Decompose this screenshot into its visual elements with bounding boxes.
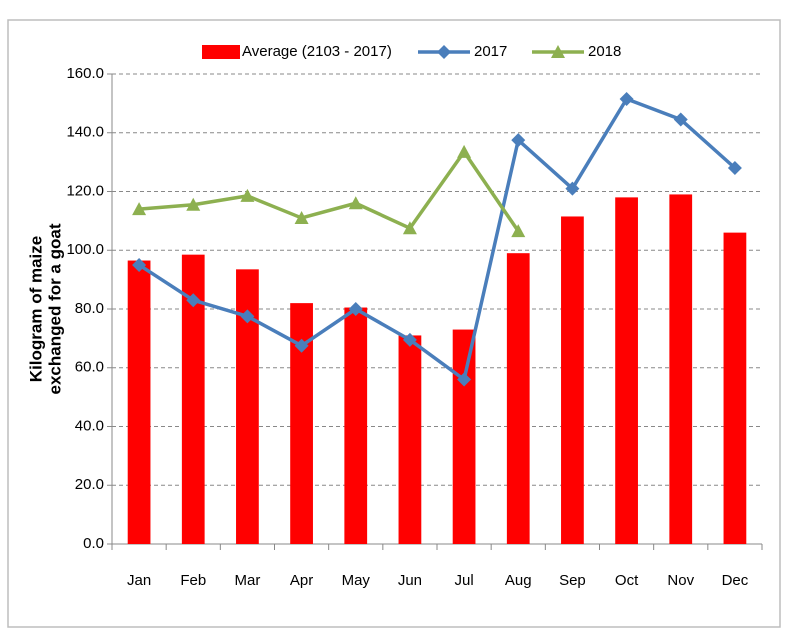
- line-marker: [348, 302, 363, 316]
- bar: [181, 254, 205, 544]
- bar: [561, 216, 584, 544]
- line-marker: [186, 293, 201, 308]
- line-marker: [437, 45, 451, 59]
- x-tick-label: Jun: [398, 572, 422, 589]
- bar: [723, 232, 747, 544]
- legend-label: 2018: [588, 43, 621, 60]
- legend-label: 2017: [474, 43, 507, 60]
- line-marker: [551, 45, 565, 58]
- y-axis-label: Kilogram of maize: [26, 236, 45, 382]
- y-tick-label: 140.0: [66, 124, 104, 141]
- line-marker: [402, 332, 417, 347]
- x-tick-label: May: [342, 572, 371, 589]
- chart-border: [7, 19, 781, 628]
- legend-label: Average (2103 - 2017): [242, 43, 392, 60]
- line-marker: [294, 338, 309, 353]
- line-marker: [240, 309, 255, 324]
- line-marker: [294, 210, 309, 224]
- line-marker: [402, 221, 417, 235]
- y-tick-label: 40.0: [75, 417, 104, 434]
- x-tick-label: Feb: [180, 572, 206, 589]
- y-tick-label: 120.0: [66, 182, 104, 199]
- line: [138, 97, 737, 382]
- x-tick-label: Aug: [505, 572, 532, 589]
- x-tick-label: Dec: [722, 572, 749, 589]
- legend-swatch: [202, 45, 240, 59]
- y-axis-label: exchanged for a goat: [45, 223, 64, 394]
- line-marker: [132, 257, 147, 272]
- line-marker: [511, 224, 526, 238]
- y-tick-label: 20.0: [75, 476, 104, 493]
- line-marker: [565, 181, 580, 196]
- line-marker: [511, 133, 526, 148]
- line-marker: [348, 196, 363, 210]
- x-tick-label: Jan: [127, 572, 151, 589]
- line: [138, 150, 520, 233]
- line-marker: [132, 202, 147, 216]
- x-tick-label: Mar: [234, 572, 260, 589]
- x-tick-label: Oct: [615, 572, 639, 589]
- x-tick-label: Nov: [667, 572, 694, 589]
- line-marker: [673, 112, 688, 127]
- x-tick-label: Apr: [290, 572, 313, 589]
- bar: [669, 194, 693, 544]
- x-tick-label: Sep: [559, 572, 586, 589]
- x-tick-label: Jul: [454, 572, 473, 589]
- bar: [344, 307, 368, 544]
- line-marker: [457, 372, 472, 387]
- bar: [615, 197, 638, 544]
- y-tick-label: 100.0: [66, 241, 104, 258]
- bar: [127, 260, 151, 544]
- line-marker: [240, 188, 255, 202]
- line-marker: [619, 91, 634, 106]
- bar: [506, 253, 530, 544]
- line-marker: [186, 197, 201, 211]
- bar: [236, 269, 259, 544]
- line-marker: [727, 161, 742, 175]
- y-tick-label: 80.0: [75, 300, 104, 317]
- bar: [398, 335, 422, 544]
- line-marker: [457, 144, 472, 158]
- y-tick-label: 160.0: [66, 65, 104, 82]
- y-tick-label: 0.0: [83, 535, 104, 552]
- y-tick-label: 60.0: [75, 359, 104, 376]
- bar: [452, 329, 476, 544]
- bar: [290, 303, 313, 544]
